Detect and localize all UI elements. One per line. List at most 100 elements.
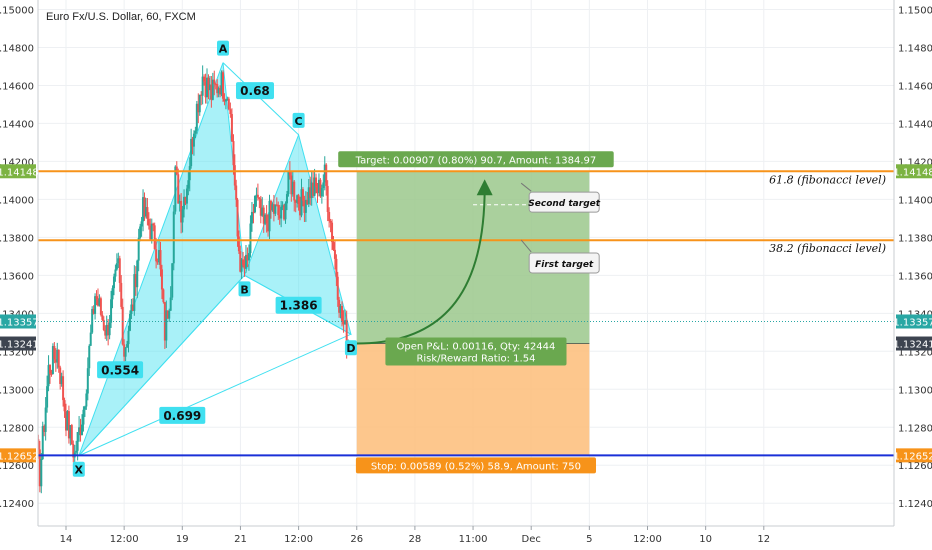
candle-body[interactable] — [44, 407, 47, 432]
candle-body[interactable] — [91, 308, 94, 333]
candle-body[interactable] — [294, 200, 297, 203]
candle-body[interactable] — [78, 427, 81, 433]
candle-body[interactable] — [296, 195, 299, 203]
candle-body[interactable] — [143, 197, 146, 217]
candle-body[interactable] — [275, 204, 278, 206]
candle-body[interactable] — [139, 226, 142, 238]
candle-body[interactable] — [128, 314, 131, 331]
candle-body[interactable] — [50, 373, 53, 375]
candle-body[interactable] — [226, 98, 229, 101]
candle-body[interactable] — [174, 166, 177, 212]
candle-body[interactable] — [319, 179, 322, 197]
candle-body[interactable] — [264, 214, 267, 224]
candle-body[interactable] — [339, 305, 342, 313]
candle-body[interactable] — [274, 204, 277, 214]
candle-body[interactable] — [303, 200, 306, 213]
candle-body[interactable] — [29, 397, 31, 416]
candle-body[interactable] — [80, 424, 83, 436]
candle-body[interactable] — [207, 77, 210, 91]
candle-body[interactable] — [16, 437, 18, 441]
candle-body[interactable] — [208, 84, 211, 91]
candle-body[interactable] — [187, 180, 190, 189]
candle-body[interactable] — [217, 88, 220, 94]
candle-body[interactable] — [56, 349, 59, 363]
candle-body[interactable] — [118, 258, 121, 283]
candle-body[interactable] — [20, 393, 22, 421]
candle-body[interactable] — [65, 411, 67, 431]
candle-body[interactable] — [53, 346, 56, 360]
candle-body[interactable] — [194, 130, 197, 134]
candle-body[interactable] — [152, 223, 155, 226]
candle-body[interactable] — [239, 251, 242, 272]
candle-body[interactable] — [83, 406, 86, 410]
candle-body[interactable] — [27, 397, 29, 407]
candle-body[interactable] — [107, 324, 110, 336]
candle-body[interactable] — [235, 185, 238, 200]
candle-body[interactable] — [301, 189, 304, 201]
candle-body[interactable] — [133, 274, 136, 311]
candle-body[interactable] — [233, 165, 236, 186]
candle-body[interactable] — [86, 368, 89, 394]
candle-body[interactable] — [278, 215, 281, 219]
candle-body[interactable] — [223, 98, 226, 102]
candle-body[interactable] — [180, 200, 183, 223]
candle-body[interactable] — [291, 181, 294, 195]
candle-body[interactable] — [244, 254, 247, 269]
candle-body[interactable] — [255, 194, 258, 196]
candle-body[interactable] — [38, 449, 41, 487]
candle-body[interactable] — [30, 406, 32, 415]
candle-body[interactable] — [336, 276, 339, 300]
candle-body[interactable] — [204, 81, 207, 98]
candle-body[interactable] — [4, 513, 6, 514]
candle-body[interactable] — [115, 263, 118, 270]
candle-body[interactable] — [98, 298, 101, 306]
candle-body[interactable] — [313, 177, 316, 196]
candle-body[interactable] — [322, 182, 325, 188]
candle-body[interactable] — [57, 349, 60, 368]
candle-body[interactable] — [120, 282, 123, 307]
candle-body[interactable] — [213, 79, 216, 84]
candle-body[interactable] — [271, 204, 274, 211]
candle-body[interactable] — [316, 186, 319, 194]
candle-body[interactable] — [110, 299, 113, 323]
candle-body[interactable] — [259, 199, 262, 216]
candle-body[interactable] — [104, 329, 107, 336]
candle-body[interactable] — [162, 289, 165, 303]
candle-body[interactable] — [277, 205, 280, 216]
candle-body[interactable] — [281, 205, 284, 207]
candle-body[interactable] — [288, 171, 291, 176]
candle-body[interactable] — [230, 114, 233, 142]
candle-body[interactable] — [185, 188, 188, 204]
candle-body[interactable] — [243, 265, 246, 269]
candle-body[interactable] — [287, 171, 290, 195]
candle-body[interactable] — [108, 322, 111, 336]
candle-body[interactable] — [345, 320, 348, 348]
candle-body[interactable] — [190, 138, 193, 167]
candle-body[interactable] — [342, 320, 345, 325]
candle-body[interactable] — [94, 296, 97, 314]
candle-body[interactable] — [130, 304, 133, 315]
candle-body[interactable] — [155, 249, 158, 262]
candle-body[interactable] — [89, 332, 92, 346]
candle-body[interactable] — [256, 194, 259, 198]
candle-body[interactable] — [181, 209, 184, 223]
candle-body[interactable] — [211, 79, 214, 100]
candle-body[interactable] — [306, 199, 309, 204]
candle-body[interactable] — [285, 194, 288, 204]
candle-body[interactable] — [220, 72, 223, 95]
candle-body[interactable] — [265, 214, 268, 224]
candle-body[interactable] — [183, 196, 186, 210]
candle-body[interactable] — [62, 376, 65, 401]
candle-body[interactable] — [229, 109, 232, 115]
candle-body[interactable] — [168, 310, 171, 319]
candle-body[interactable] — [246, 254, 249, 261]
candle-body[interactable] — [192, 133, 195, 147]
candle-body[interactable] — [156, 261, 159, 263]
candle-body[interactable] — [76, 432, 79, 451]
candle-body[interactable] — [101, 314, 104, 320]
candle-body[interactable] — [309, 187, 312, 199]
candle-body[interactable] — [262, 207, 265, 224]
candle-body[interactable] — [147, 218, 150, 226]
candle-body[interactable] — [198, 94, 201, 113]
